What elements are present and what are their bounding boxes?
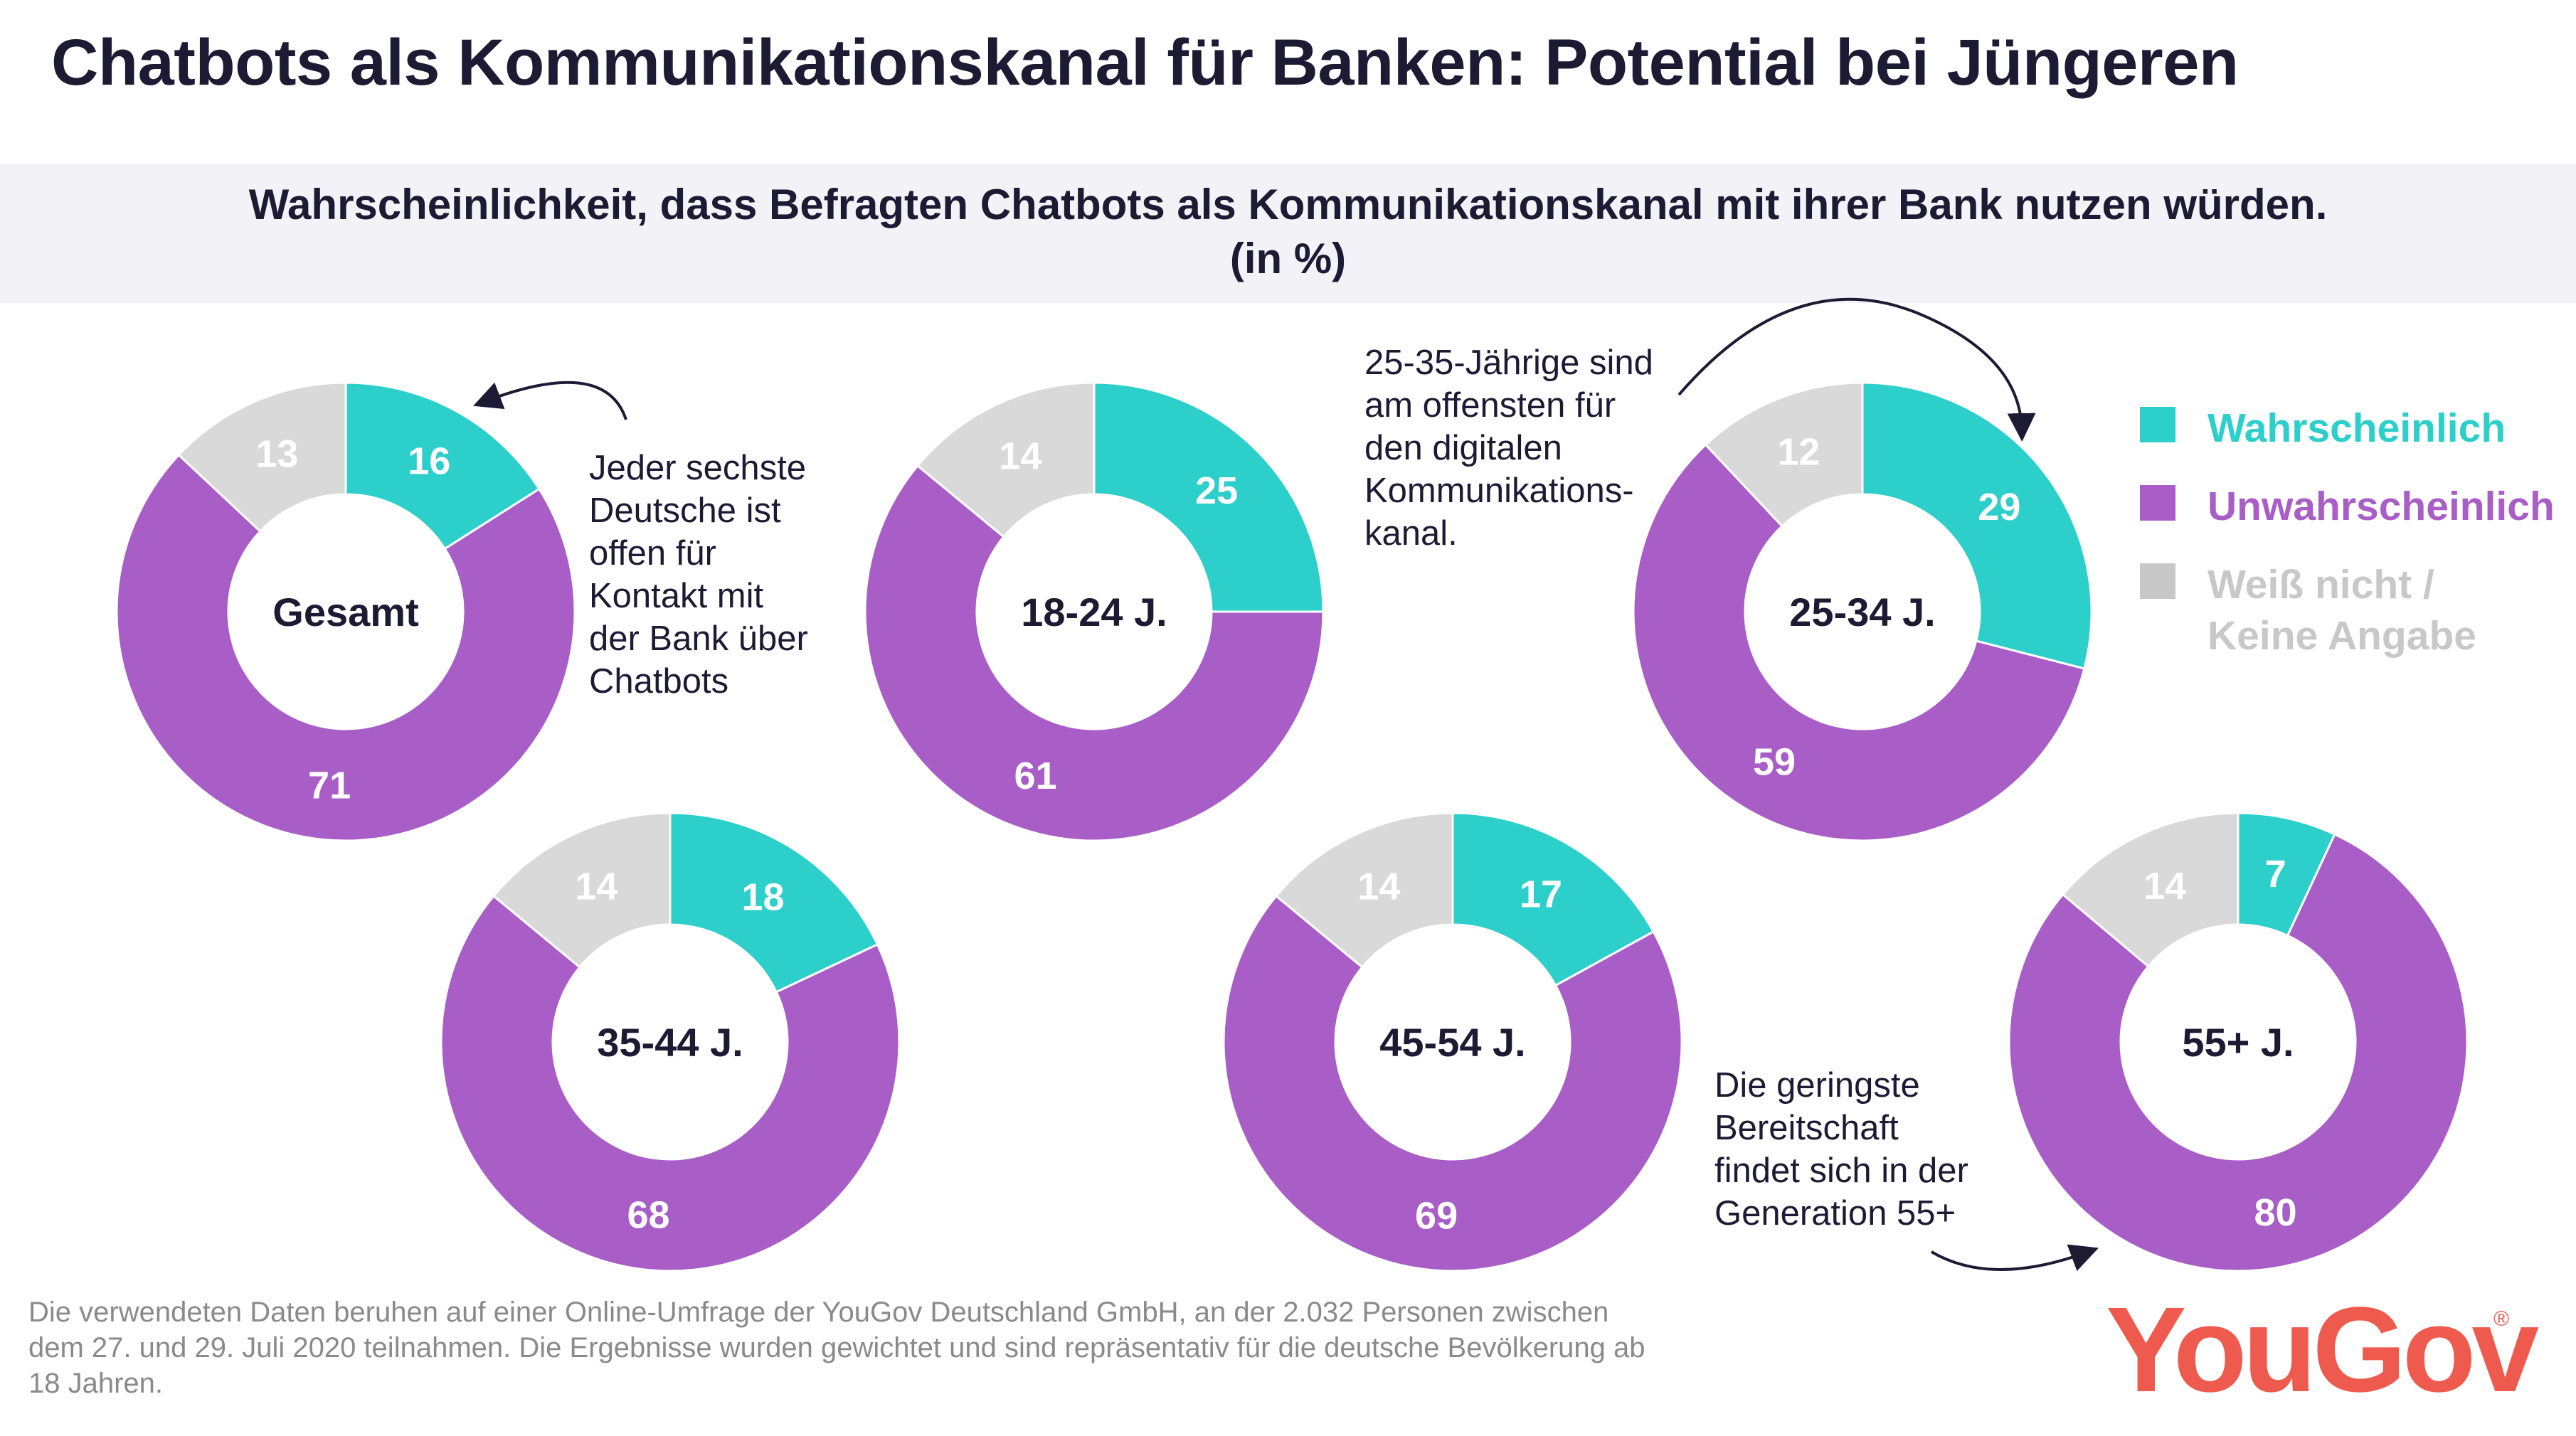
- donut-center-label: 35-44 J.: [597, 1020, 743, 1065]
- annotation-55: Die geringste Bereitschaft findet sich i…: [1714, 1064, 1968, 1235]
- annotation-line: Generation 55+: [1714, 1194, 1956, 1233]
- data-label-weiss-nicht: 14: [1357, 866, 1400, 908]
- annotation-line: offen für: [589, 534, 716, 573]
- annotation-line: 25-35-Jährige sind: [1364, 344, 1653, 382]
- donut-55-j: 7 80 14 55+ J.: [2008, 812, 2469, 1272]
- donut-center-label: Gesamt: [272, 590, 418, 634]
- annotation-line: am offensten für: [1364, 386, 1616, 425]
- slice-wahrscheinlich: [1093, 381, 1325, 613]
- donut-center-label: 45-54 J.: [1379, 1020, 1526, 1065]
- donut-18-24-j: 25 61 14 18-24 J.: [864, 381, 1325, 842]
- donut-45-54-j: 17 69 14 45-54 J.: [1222, 812, 1683, 1272]
- annotation-line: Jeder sechste: [589, 449, 807, 487]
- chart-subtitle: Wahrscheinlichkeit, dass Befragten Chatb…: [0, 178, 2576, 286]
- slice-unwahrscheinlich: [440, 894, 901, 1272]
- legend-label: Weiß nicht / Keine Angabe: [2207, 559, 2476, 661]
- donut-center-label: 18-24 J.: [1021, 590, 1167, 634]
- data-label-weiss-nicht: 14: [2143, 865, 2186, 908]
- annotation-line: Bereitschaft: [1714, 1109, 1899, 1147]
- yougov-logo: YouGov: [2106, 1282, 2539, 1418]
- data-label-weiss-nicht: 14: [999, 435, 1041, 478]
- slice-unwahrscheinlich: [2008, 833, 2469, 1272]
- annotation-line: Die geringste: [1714, 1066, 1920, 1105]
- slice-wahrscheinlich: [1861, 381, 2093, 670]
- donut-center-label: 55+ J.: [2182, 1020, 2294, 1065]
- slice-weiss-nicht: [1274, 812, 1454, 969]
- slice-weiss-nicht: [1704, 381, 1864, 528]
- slice-unwahrscheinlich: [1632, 443, 2086, 842]
- slice-wahrscheinlich: [669, 812, 879, 994]
- data-label-weiss-nicht: 14: [575, 866, 618, 908]
- annotation-line: findet sich in der: [1714, 1152, 1968, 1190]
- data-label-unwahrscheinlich: 59: [1753, 741, 1796, 784]
- slice-wahrscheinlich: [344, 381, 541, 551]
- slice-weiss-nicht: [177, 381, 347, 533]
- registered-mark: ®: [2493, 1307, 2510, 1331]
- donut-25-34-j: 29 59 12 25-34 J.: [1632, 381, 2093, 842]
- annotation-arrow-25-34: [1677, 297, 2036, 442]
- data-label-weiss-nicht: 13: [255, 433, 298, 476]
- annotation-line: Kommunikations-: [1364, 472, 1634, 510]
- data-label-unwahrscheinlich: 61: [1014, 755, 1056, 797]
- donut-35-44-j: 18 68 14 35-44 J.: [440, 812, 901, 1272]
- data-label-wahrscheinlich: 16: [408, 440, 450, 483]
- legend-swatch: [2140, 563, 2175, 599]
- legend-swatch: [2140, 485, 2175, 521]
- slice-weiss-nicht: [492, 812, 672, 969]
- data-label-wahrscheinlich: 17: [1520, 873, 1562, 915]
- data-label-unwahrscheinlich: 69: [1415, 1194, 1458, 1237]
- data-label-unwahrscheinlich: 80: [2254, 1191, 2297, 1234]
- annotation-arrow-gesamt: [473, 381, 627, 420]
- annotation-25-34: 25-35-Jährige sind am offensten für den …: [1364, 341, 1653, 555]
- slice-weiss-nicht: [2061, 812, 2240, 968]
- legend-label: Wahrscheinlich: [2207, 405, 2506, 451]
- slice-weiss-nicht: [916, 381, 1096, 538]
- data-label-unwahrscheinlich: 71: [308, 764, 351, 807]
- subtitle-line-2: (in %): [1229, 235, 1347, 282]
- data-label-wahrscheinlich: 25: [1195, 469, 1238, 512]
- slice-wahrscheinlich: [1451, 812, 1655, 987]
- data-label-wahrscheinlich: 7: [2265, 853, 2286, 895]
- donut-gesamt: 16 71 13 Gesamt: [115, 381, 576, 842]
- slice-unwahrscheinlich: [115, 453, 576, 842]
- legend-label-line: Weiß nicht /: [2207, 562, 2434, 607]
- legend-swatch: [2140, 407, 2175, 442]
- slice-unwahrscheinlich: [864, 464, 1325, 842]
- legend-label-line: Keine Angabe: [2207, 613, 2476, 659]
- annotation-line: den digitalen: [1364, 429, 1562, 467]
- subtitle-line-1: Wahrscheinlichkeit, dass Befragten Chatb…: [248, 181, 2328, 228]
- data-label-wahrscheinlich: 29: [1978, 486, 2020, 528]
- subtitle-band: [0, 164, 2576, 303]
- slice-unwahrscheinlich: [1222, 894, 1683, 1272]
- data-label-unwahrscheinlich: 68: [627, 1194, 669, 1237]
- annotation-gesamt: Jeder sechste Deutsche ist offen für Kon…: [589, 447, 808, 703]
- legend-label: Unwahrscheinlich: [2207, 484, 2555, 529]
- page-title: Chatbots als Kommunikationskanal für Ban…: [51, 26, 2239, 99]
- data-label-wahrscheinlich: 18: [741, 876, 784, 918]
- annotation-line: Deutsche ist: [589, 491, 781, 530]
- donut-center-label: 25-34 J.: [1789, 590, 1936, 634]
- annotation-line: der Bank über: [589, 619, 808, 658]
- data-label-weiss-nicht: 12: [1777, 431, 1820, 474]
- annotation-line: Kontakt mit: [589, 577, 764, 615]
- source-footnote: Die verwendeten Daten beruhen auf einer …: [28, 1297, 1645, 1399]
- annotation-line: Chatbots: [589, 662, 729, 701]
- annotation-line: kanal.: [1364, 514, 1458, 553]
- annotation-arrow-55: [1930, 1244, 2099, 1272]
